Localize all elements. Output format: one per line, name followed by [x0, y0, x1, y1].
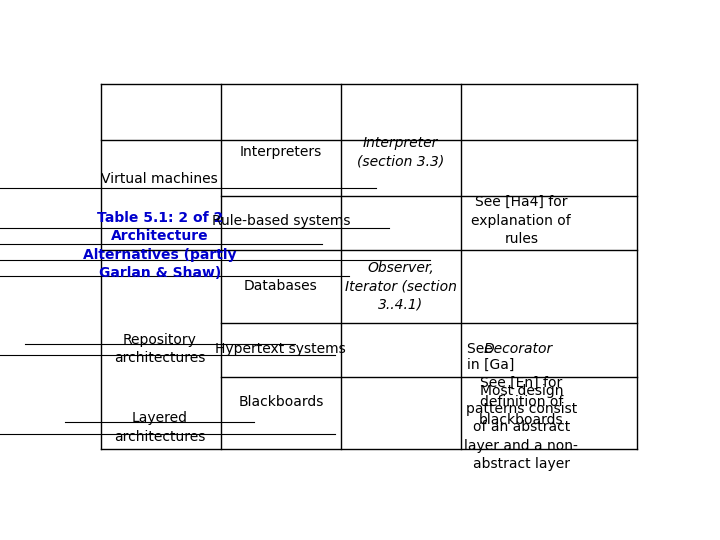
- Text: in [Ga]: in [Ga]: [467, 357, 514, 372]
- Text: Hypertext systems: Hypertext systems: [215, 342, 346, 356]
- Text: Observer,
Iterator (section
3..4.1): Observer, Iterator (section 3..4.1): [345, 261, 456, 312]
- Text: Repository
architectures: Repository architectures: [114, 333, 205, 365]
- Text: Rule-based systems: Rule-based systems: [212, 214, 350, 228]
- Text: Databases: Databases: [244, 279, 318, 293]
- Text: Most design
patterns consist
of an abstract
layer and a non-
abstract layer: Most design patterns consist of an abstr…: [464, 383, 578, 471]
- Text: Interpreter
(section 3.3): Interpreter (section 3.3): [357, 136, 444, 168]
- Text: Interpreters: Interpreters: [240, 145, 322, 159]
- Text: Decorator: Decorator: [484, 342, 553, 356]
- Text: Blackboards: Blackboards: [238, 395, 323, 409]
- Text: Layered
architectures: Layered architectures: [114, 411, 205, 443]
- Text: Table 5.1: 2 of 2
Architecture
Alternatives (partly
Garlan & Shaw): Table 5.1: 2 of 2 Architecture Alternati…: [83, 211, 236, 280]
- Text: Virtual machines: Virtual machines: [102, 172, 218, 186]
- Text: See [Ha4] for
explanation of
rules: See [Ha4] for explanation of rules: [472, 195, 571, 246]
- Text: See [En] for
definition of
blackboards: See [En] for definition of blackboards: [479, 376, 564, 427]
- Text: See: See: [467, 342, 497, 356]
